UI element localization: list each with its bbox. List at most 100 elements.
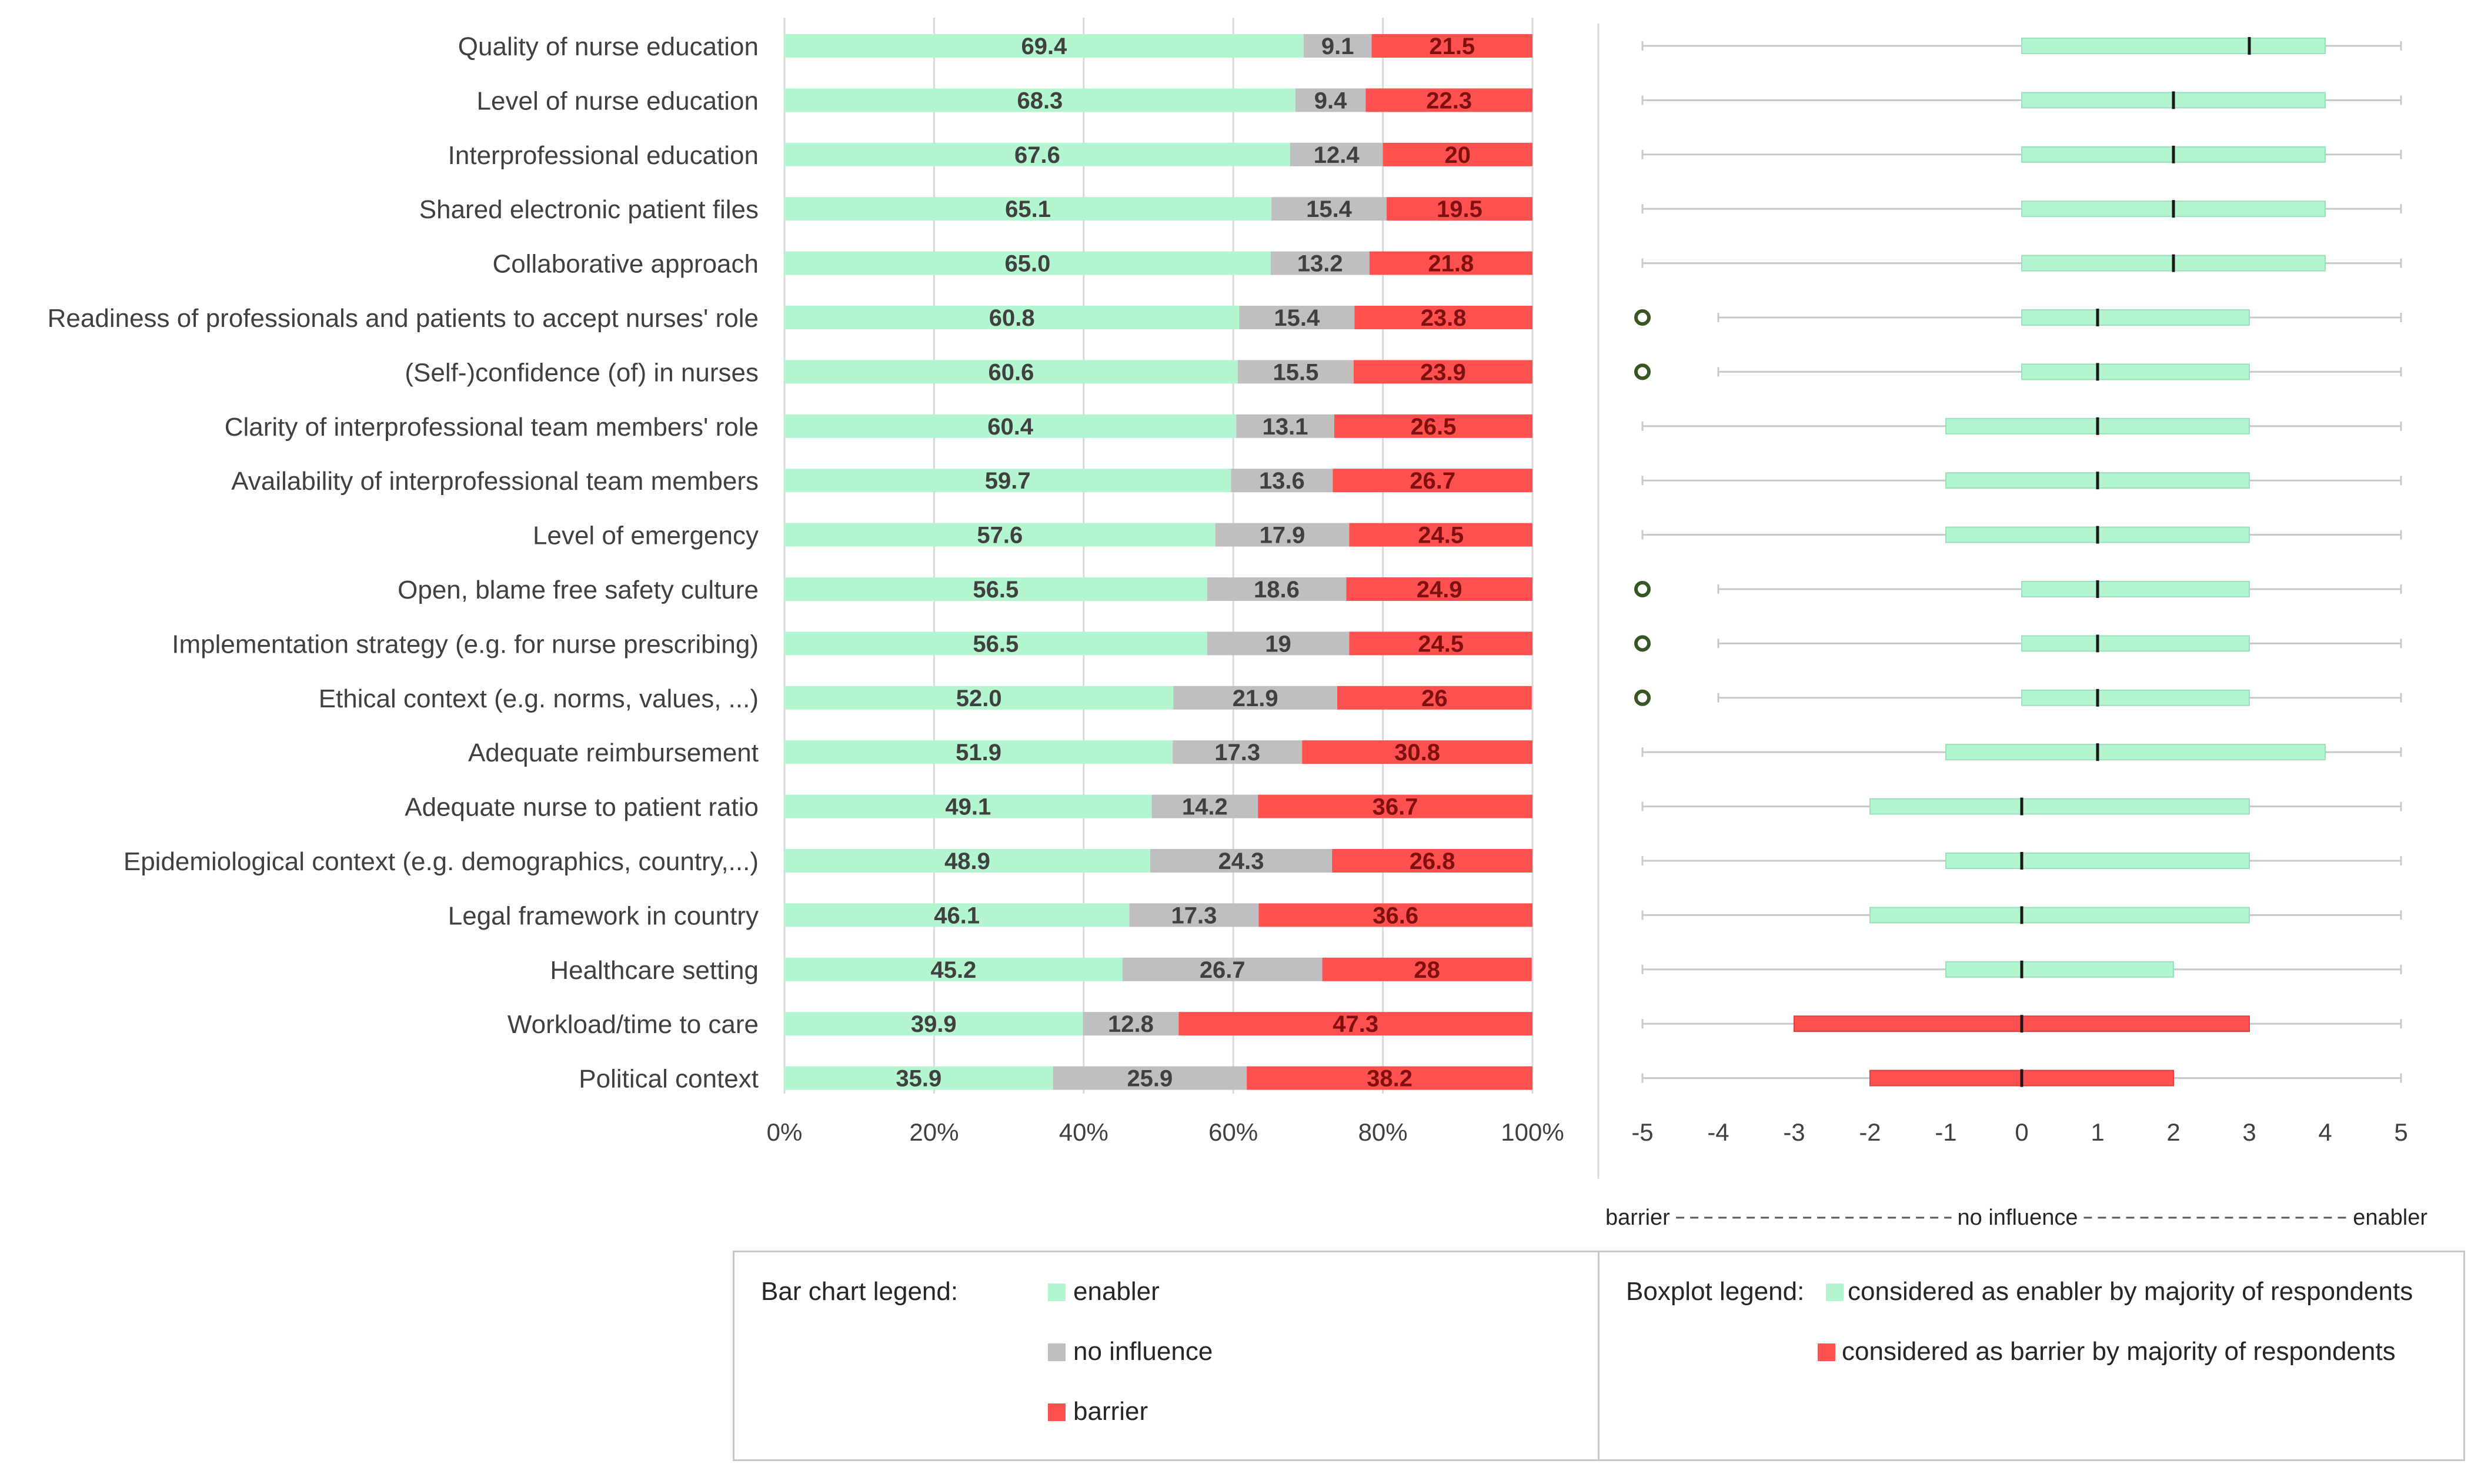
category-label: Healthcare setting	[550, 956, 759, 985]
bar-data-label: 9.1	[1321, 34, 1354, 59]
legend-label-enabler: enabler	[1073, 1277, 1160, 1306]
category-label: Interprofessional education	[448, 141, 759, 170]
category-label: Availability of interprofessional team m…	[231, 467, 759, 496]
bar-segment-barrier	[1365, 88, 1532, 112]
bar-segment-barrier	[1349, 523, 1532, 547]
bar-chart-bars: 69.4 9.1 21.5 68.3 9.4 22.3 67.6 12.4 20 65.1 15.4…	[784, 34, 1532, 1092]
bar-data-label: 52.0	[956, 686, 1002, 711]
bar-data-label: 25.9	[1127, 1066, 1173, 1092]
legend-swatch-majority-enabler	[1826, 1284, 1844, 1301]
bar-data-label: 21.9	[1233, 686, 1278, 711]
box-iqr-enabler	[1945, 744, 2326, 761]
bar-segment-enabler	[784, 251, 1271, 275]
bar-segment-enabler	[784, 903, 1130, 927]
box-iqr-enabler	[2021, 689, 2250, 706]
category-label: Collaborative approach	[492, 250, 759, 279]
bar-segment-enabler	[784, 360, 1238, 384]
bar-data-label: 45.2	[931, 957, 977, 983]
box-x-tick-label: -1	[1935, 1118, 1956, 1146]
bar-data-label: 26.8	[1410, 848, 1455, 874]
bar-data-label: 65.0	[1004, 251, 1050, 277]
category-label: Epidemiological context (e.g. demographi…	[123, 847, 759, 876]
category-label: Quality of nurse education	[458, 32, 759, 61]
bar-segment-barrier	[1349, 631, 1532, 656]
bar-segment-enabler	[784, 34, 1304, 58]
bar-segment-enabler	[784, 523, 1216, 547]
bar-segment-barrier	[1386, 197, 1532, 221]
bar-segment-barrier	[1337, 686, 1532, 710]
bar-data-label: 20	[1445, 142, 1471, 168]
bar-segment-no-influence	[1236, 414, 1334, 438]
bar-data-label: 59.7	[985, 468, 1031, 494]
box-outlier	[1634, 689, 1651, 706]
bar-segment-no-influence	[1151, 794, 1258, 818]
bar-data-label: 68.3	[1017, 88, 1063, 113]
bar-data-label: 21.5	[1429, 34, 1475, 59]
bar-segment-enabler	[784, 306, 1240, 329]
bar-x-tick-label: 40%	[1059, 1118, 1108, 1146]
bar-segment-no-influence	[1295, 88, 1366, 112]
bar-data-label: 36.7	[1373, 794, 1418, 820]
bar-segment-no-influence	[1303, 34, 1372, 58]
box-iqr-enabler	[2021, 309, 2250, 326]
bar-segment-no-influence	[1270, 251, 1370, 275]
box-x-tick-label: 3	[2242, 1118, 2256, 1146]
box-outlier	[1634, 363, 1651, 380]
legend-label-no-influence: no influence	[1073, 1337, 1213, 1366]
legend-label-barrier: barrier	[1073, 1397, 1148, 1426]
category-label: Workload/time to care	[507, 1010, 759, 1039]
category-label: Adequate reimbursement	[468, 738, 759, 767]
category-label: Level of nurse education	[477, 86, 759, 115]
bar-segment-barrier	[1353, 360, 1532, 384]
bar-segment-no-influence	[1231, 469, 1333, 493]
bar-data-label: 18.6	[1254, 577, 1300, 603]
bar-segment-barrier	[1383, 142, 1532, 166]
bar-segment-barrier	[1334, 414, 1532, 438]
box-iqr-enabler	[2021, 363, 2250, 380]
bar-data-label: 26.7	[1410, 468, 1455, 494]
box-x-tick-label: -2	[1859, 1118, 1881, 1146]
boxplot-chart	[1634, 37, 2402, 1087]
bar-x-tick-label: 100%	[1501, 1118, 1564, 1146]
bar-segment-barrier	[1178, 1012, 1532, 1036]
bar-data-label: 36.6	[1373, 903, 1418, 928]
bar-segment-enabler	[784, 849, 1151, 873]
bar-segment-barrier	[1371, 34, 1532, 58]
bar-segment-no-influence	[1173, 740, 1303, 764]
bar-data-label: 67.6	[1014, 142, 1060, 168]
bar-data-label: 15.4	[1306, 196, 1353, 222]
box-x-tick-label: -3	[1783, 1118, 1805, 1146]
box-iqr-enabler	[2021, 581, 2250, 597]
legend-label-majority-barrier: considered as barrier by majority of res…	[1842, 1337, 2396, 1366]
bar-segment-enabler	[784, 88, 1295, 112]
box-x-tick-label: 2	[2166, 1118, 2180, 1146]
bar-x-tick-label: 60%	[1208, 1118, 1258, 1146]
category-label: Adequate nurse to patient ratio	[405, 793, 759, 822]
legend-swatch-majority-barrier	[1818, 1343, 1835, 1361]
bar-data-label: 23.8	[1421, 305, 1467, 331]
bar-segment-enabler	[784, 1012, 1083, 1036]
bar-data-label: 65.1	[1005, 196, 1051, 222]
bar-x-tick-label: 80%	[1358, 1118, 1408, 1146]
category-label: Legal framework in country	[448, 901, 759, 930]
boxplot-legend: Boxplot legend: considered as enabler by…	[1598, 1251, 2465, 1461]
bar-segment-enabler	[784, 740, 1173, 764]
bar-segment-no-influence	[1150, 849, 1333, 873]
bar-segment-no-influence	[1173, 686, 1338, 710]
bar-x-tick-label: 20%	[909, 1118, 959, 1146]
bar-data-label: 22.3	[1426, 88, 1472, 113]
bar-data-label: 69.4	[1021, 34, 1067, 59]
bar-segment-no-influence	[1290, 142, 1383, 166]
bar-segment-no-influence	[1271, 197, 1387, 221]
bar-segment-no-influence	[1053, 1066, 1247, 1090]
bar-chart-legend: Bar chart legend: enabler no influence b…	[733, 1251, 1600, 1461]
bar-segment-enabler	[784, 469, 1231, 493]
bar-data-label: 24.3	[1218, 848, 1264, 874]
bar-segment-no-influence	[1239, 306, 1355, 329]
bar-data-label: 47.3	[1333, 1011, 1378, 1037]
bar-data-label: 15.4	[1274, 305, 1320, 331]
bar-segment-no-influence	[1207, 631, 1350, 656]
box-outlier	[1634, 581, 1651, 597]
bar-chart-gridlines	[783, 18, 1534, 1094]
bar-data-label: 49.1	[945, 794, 991, 820]
